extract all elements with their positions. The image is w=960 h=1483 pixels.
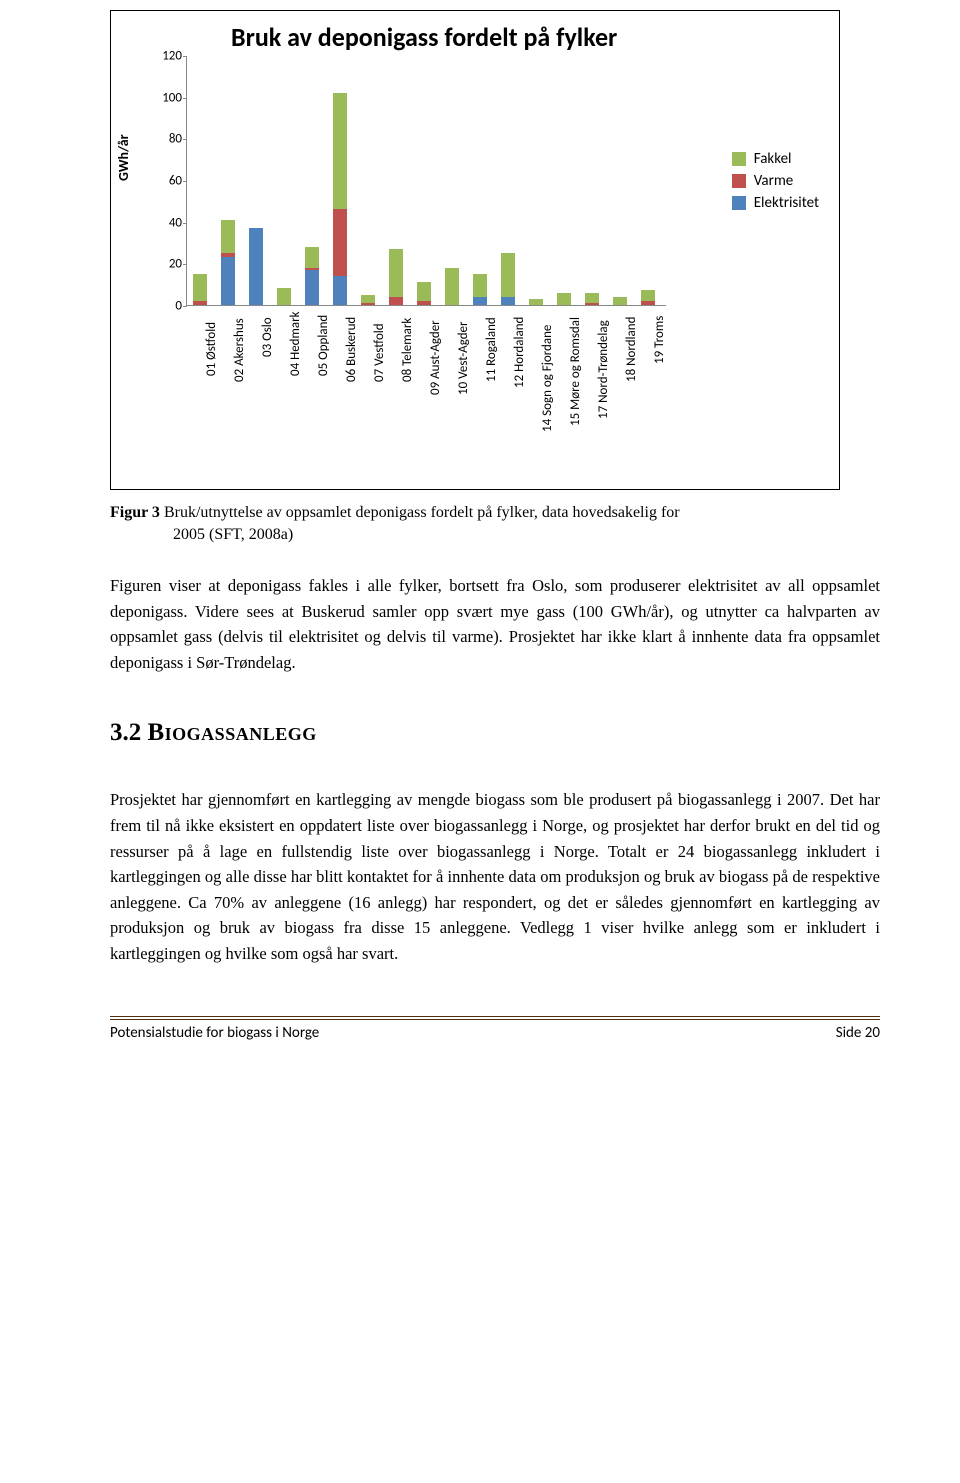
legend-label: Varme [754,172,794,190]
bar-group [529,299,543,305]
bar-segment-fakkel [473,274,487,297]
legend-swatch [732,152,746,166]
bar-group [473,274,487,305]
caption-label: Figur 3 [110,504,160,521]
bar-segment-fakkel [641,290,655,300]
bar-group [333,93,347,305]
caption-line2: 2005 (SFT, 2008a) [110,524,880,546]
chart-title: Bruk av deponigass fordelt på fylker [231,21,617,53]
xtick-label: 14 Sogn og Fjordane [540,324,555,431]
legend-item: Fakkel [732,150,819,168]
bar-group [557,293,571,306]
bar-segment-fakkel [417,282,431,301]
figure-caption: Figur 3 Bruk/utnyttelse av oppsamlet dep… [110,502,880,545]
bar-segment-fakkel [389,249,403,297]
bar-segment-fakkel [277,288,291,305]
legend-label: Elektrisitet [754,194,819,212]
xtick-label: 08 Telemark [400,318,415,382]
bar-segment-elektrisitet [249,228,263,305]
bar-segment-fakkel [529,299,543,305]
bar-segment-fakkel [613,297,627,305]
bar-segment-varme [333,209,347,276]
bar-segment-elektrisitet [305,270,319,305]
bar-group [641,290,655,305]
bar-segment-fakkel [585,293,599,303]
xtick-label: 07 Vestfold [372,324,387,383]
bar-group [445,268,459,306]
ytick-label: 0 [152,299,182,314]
chart-plot-area: 020406080100120 [186,56,666,306]
ytick-label: 120 [152,49,182,64]
legend-label: Fakkel [754,150,792,168]
bar-segment-varme [389,297,403,305]
caption-line1: Bruk/utnyttelse av oppsamlet deponigass … [160,504,680,521]
legend-item: Varme [732,172,819,190]
xtick-label: 06 Buskerud [344,317,359,382]
bar-group [613,297,627,305]
bar-segment-fakkel [333,93,347,210]
bar-segment-fakkel [221,220,235,253]
bar-segment-varme [193,301,207,305]
bar-segment-elektrisitet [221,257,235,305]
bar-segment-elektrisitet [501,297,515,305]
ytick-label: 60 [152,174,182,189]
xtick-label: 09 Aust-Agder [428,320,443,395]
bar-segment-varme [585,303,599,305]
bar-segment-fakkel [361,295,375,303]
xtick-label: 17 Nord-Trøndelag [596,321,611,420]
bar-group [221,220,235,305]
chart-ylabel: GWh/år [115,134,132,181]
legend-swatch [732,174,746,188]
bar-segment-fakkel [305,247,319,268]
legend-item: Elektrisitet [732,194,819,212]
bar-group [193,274,207,305]
ytick-label: 20 [152,257,182,272]
bar-segment-fakkel [501,253,515,297]
xtick-label: 12 Hordaland [512,317,527,388]
bar-segment-varme [417,301,431,305]
xtick-label: 10 Vest-Agder [456,321,471,395]
ytick-label: 100 [152,90,182,105]
xtick-label: 04 Hedmark [288,311,303,376]
bar-group [305,247,319,305]
section-heading: 3.2 Biogassanlegg [110,719,880,747]
bar-group [361,295,375,305]
ytick-label: 80 [152,132,182,147]
bar-segment-varme [361,303,375,305]
xtick-label: 03 Oslo [260,318,275,358]
heading-text: Biogassanlegg [148,719,317,746]
footer-left: Potensialstudie for biogass i Norge [110,1024,319,1042]
bar-segment-fakkel [193,274,207,301]
bar-segment-fakkel [557,293,571,306]
bar-segment-varme [641,301,655,305]
xtick-label: 01 Østfold [204,322,219,376]
chart-legend: Fakkel Varme Elektrisitet [732,146,819,216]
chart-container: Bruk av deponigass fordelt på fylker GWh… [110,10,840,490]
xtick-label: 05 Oppland [316,315,331,376]
xtick-label: 02 Akershus [232,318,247,382]
bar-segment-fakkel [445,268,459,306]
bar-segment-elektrisitet [333,276,347,305]
bar-group [389,249,403,305]
bar-group [585,293,599,305]
xtick-label: 15 Møre og Romsdal [568,317,583,426]
bar-group [417,282,431,305]
bar-segment-elektrisitet [473,297,487,305]
footer-right: Side 20 [836,1024,880,1042]
heading-number: 3.2 [110,719,141,746]
bar-group [501,253,515,305]
bar-group [277,288,291,305]
paragraph-1: Figuren viser at deponigass fakles i all… [110,573,880,675]
bar-group [249,228,263,305]
ytick-label: 40 [152,215,182,230]
paragraph-2: Prosjektet har gjennomført en kartleggin… [110,787,880,966]
xtick-label: 19 Troms [652,315,667,363]
xtick-label: 11 Rogaland [484,317,499,382]
xtick-label: 18 Nordland [624,317,639,382]
page-footer: Potensialstudie for biogass i Norge Side… [110,1020,880,1042]
legend-swatch [732,196,746,210]
